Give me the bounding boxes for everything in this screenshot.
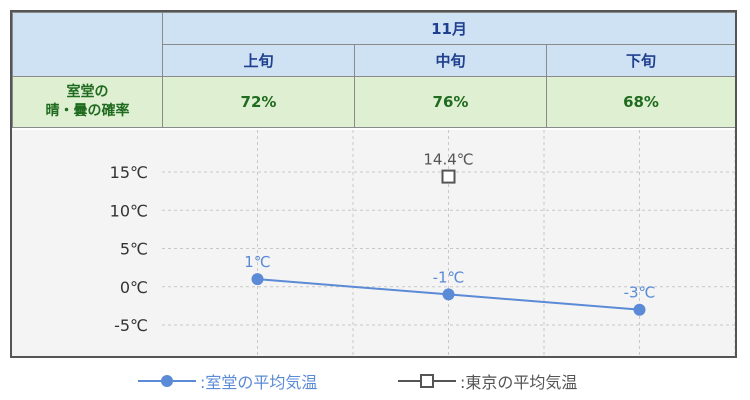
- rate-row-label: 室堂の 晴・曇の確率: [12, 76, 163, 128]
- legend-line-circle-icon: [138, 375, 196, 387]
- data-point-0: [251, 273, 264, 286]
- corner-cell: [12, 12, 163, 77]
- legend-label-muro: :室堂の平均気温: [200, 373, 318, 392]
- legend-label-tokyo: :東京の平均気温: [460, 373, 578, 392]
- period-header-early: 上旬: [162, 44, 355, 77]
- temperature-chart-area: 15℃ 10℃ 5℃ 0℃ -5℃ 1℃ -1℃ -3℃ 14.4℃: [12, 130, 735, 356]
- legend-item-tokyo: :東京の平均気温: [398, 369, 577, 393]
- rate-early: 72%: [162, 76, 355, 128]
- rate-mid: 76%: [354, 76, 547, 128]
- data-label-0: 1℃: [244, 253, 270, 271]
- climate-table: 11月 上旬 中旬 下旬 室堂の 晴・曇の確率 72% 76% 68%: [12, 12, 735, 128]
- data-point-0: [442, 288, 455, 301]
- period-header-late: 下旬: [545, 44, 735, 77]
- y-tick-label: 0℃: [120, 278, 148, 297]
- y-tick-label: 5℃: [120, 240, 148, 259]
- chart-legend: :室堂の平均気温 :東京の平均気温: [0, 366, 750, 396]
- rate-late: 68%: [545, 76, 735, 128]
- climate-panel: 11月 上旬 中旬 下旬 室堂の 晴・曇の確率 72% 76% 68% 15℃ 1…: [10, 10, 737, 358]
- legend-item-muro: :室堂の平均気温: [138, 369, 317, 393]
- y-tick-label: -5℃: [114, 316, 148, 335]
- y-tick-label: 10℃: [110, 201, 148, 220]
- y-tick-label: 15℃: [110, 163, 148, 182]
- rate-label-line1: 室堂の: [66, 84, 109, 100]
- temperature-chart: 15℃ 10℃ 5℃ 0℃ -5℃ 1℃ -1℃ -3℃ 14.4℃: [110, 130, 735, 356]
- period-header-mid: 中旬: [354, 44, 547, 77]
- legend-line-square-icon: [398, 374, 456, 388]
- data-point-0: [633, 303, 646, 316]
- data-label-0: -3℃: [624, 284, 656, 302]
- data-point-1: [441, 169, 456, 184]
- month-header: 11月: [161, 12, 735, 45]
- data-label-1: 14.4℃: [423, 151, 473, 169]
- rate-label-line2: 晴・曇の確率: [45, 103, 130, 119]
- data-label-0: -1℃: [433, 268, 465, 286]
